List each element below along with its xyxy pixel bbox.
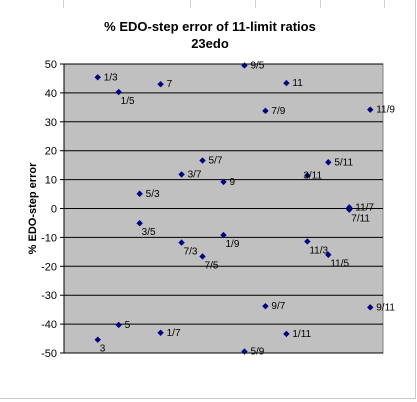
- data-point-marker: [178, 239, 185, 246]
- y-tick-label: 20: [45, 146, 57, 158]
- sheet-gridline: [63, 0, 64, 8]
- data-point-marker: [199, 253, 206, 260]
- data-point-marker: [94, 336, 101, 343]
- data-point-label: 3: [100, 344, 106, 355]
- data-point-marker: [157, 329, 164, 336]
- data-point-marker: [241, 348, 248, 355]
- data-point-marker: [283, 79, 290, 87]
- data-point-label: 7/11: [351, 214, 370, 225]
- data-point-label: 1/5: [121, 96, 135, 107]
- data-point-marker: [220, 178, 227, 186]
- chart-subtitle: 23edo: [191, 36, 229, 51]
- y-tick-label: 50: [45, 59, 57, 71]
- data-point-label: 9: [230, 177, 236, 188]
- y-tick-label: -30: [41, 290, 57, 302]
- data-point-label: 3/5: [142, 227, 156, 238]
- data-point-label: 5/3: [146, 189, 160, 200]
- data-point-label: 1/11: [292, 329, 311, 340]
- data-point-label: 9/11: [376, 302, 395, 313]
- sheet-gridline: [320, 0, 321, 8]
- data-point-marker: [178, 171, 185, 178]
- data-point-marker: [283, 330, 290, 338]
- y-tick-label: -40: [41, 319, 57, 331]
- y-tick-label: -10: [41, 232, 57, 244]
- data-point-label: 5: [125, 320, 131, 331]
- data-point-label: 11/7: [355, 202, 374, 213]
- y-tick-label: 10: [45, 175, 57, 187]
- data-point-label: 11/9: [376, 105, 395, 116]
- data-point-marker: [157, 81, 164, 88]
- y-tick-label: -20: [41, 261, 57, 273]
- data-point-marker: [367, 106, 374, 113]
- data-point-marker: [325, 159, 332, 166]
- data-point-label: 7/5: [205, 260, 219, 271]
- data-point-label: 5/9: [250, 347, 264, 358]
- data-point-label: 11/5: [330, 259, 349, 270]
- data-point-label: 1/3: [104, 72, 118, 83]
- data-point-label: 5/7: [209, 156, 223, 167]
- data-point-label: 1/7: [167, 328, 181, 339]
- data-point-marker: [304, 238, 311, 245]
- data-point-marker: [220, 231, 227, 239]
- y-axis-ticks: 50 40 30 20 10 0 -10 -20 -30 -40 -50: [41, 59, 65, 360]
- data-point-label: 3/7: [188, 169, 202, 180]
- sheet-gridline: [255, 0, 256, 8]
- data-point-label: 7: [167, 79, 173, 90]
- data-point-marker: [304, 172, 311, 179]
- data-point-marker: [136, 220, 143, 227]
- data-point-marker: [367, 304, 374, 311]
- data-point-marker: [136, 190, 143, 197]
- data-point-marker: [241, 62, 248, 69]
- data-point-marker: [199, 157, 206, 164]
- data-point-label: 11: [292, 78, 303, 89]
- y-tick-label: 30: [45, 117, 57, 129]
- sheet-gridline: [190, 0, 191, 8]
- y-axis-label: % EDO-step error: [27, 162, 39, 254]
- data-point-marker: [262, 302, 269, 310]
- y-tick-label: 40: [45, 88, 57, 100]
- data-point-marker: [346, 206, 353, 213]
- y-tick-label: -50: [41, 348, 57, 360]
- y-tick-label: 0: [51, 204, 57, 216]
- data-point-label: 11/3: [309, 245, 328, 256]
- chart-title: % EDO-step error of 11-limit ratios: [104, 19, 316, 34]
- data-point-marker: [325, 251, 332, 258]
- data-point-marker: [115, 321, 122, 329]
- data-point-marker: [94, 74, 101, 81]
- data-point-marker: [262, 107, 269, 115]
- data-point-label: 1/9: [226, 239, 240, 250]
- data-point-label: 3/11: [303, 171, 322, 182]
- sheet-gridline: [384, 0, 385, 8]
- data-point-label: 7/9: [271, 106, 285, 117]
- data-point-label: 5/11: [334, 157, 353, 168]
- data-point-label: 7/3: [184, 247, 198, 258]
- data-points: 1/3 3 1/5 5 5/3 3/5 7 1/7 3/7 7/3 5/7 7/5 9 1/9 9/5 5/9…: [94, 60, 395, 358]
- data-point-marker: [115, 88, 122, 96]
- data-point-label: 9/5: [250, 60, 264, 71]
- data-point-label: 9/7: [271, 301, 285, 312]
